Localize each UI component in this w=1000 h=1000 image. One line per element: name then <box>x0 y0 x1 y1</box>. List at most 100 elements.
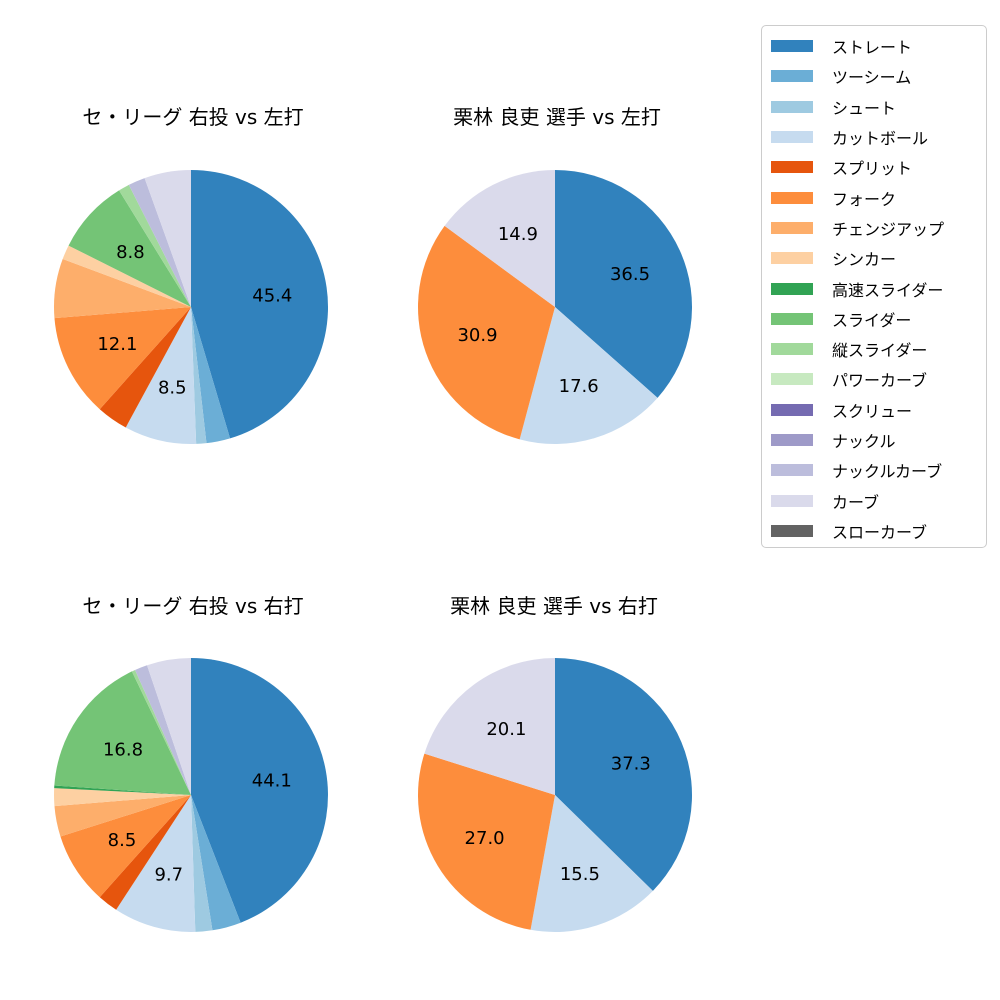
legend-swatch-icon <box>771 191 813 204</box>
legend-swatch-icon <box>771 40 813 53</box>
legend-item: カーブ <box>771 485 986 515</box>
legend-item: スローカーブ <box>771 516 986 546</box>
legend-swatch-icon <box>771 131 813 144</box>
pie-value-label: 16.8 <box>103 739 143 760</box>
pie-slice <box>418 753 555 930</box>
chart-title-ce-league-right-vs-right: セ・リーグ 右投 vs 右打 <box>82 594 304 618</box>
pie-slice <box>131 669 191 795</box>
legend-item: シンカー <box>771 243 986 273</box>
legend-swatch-icon <box>771 282 813 295</box>
pie-chart-ce-league-right-vs-left: 45.4 8.5 12.1 8.8 <box>54 170 329 444</box>
legend-item-label: シンカー <box>832 250 897 270</box>
pie-slice <box>135 665 191 795</box>
legend-item-label: カットボール <box>832 129 929 149</box>
pie-value-label: 17.6 <box>559 376 599 397</box>
pie-slice <box>144 170 191 307</box>
pie-chart-ce-league-right-vs-right: 44.1 9.7 8.5 16.8 <box>53 658 328 932</box>
pie-value-label: 30.9 <box>457 325 497 346</box>
pie-value-label: 8.5 <box>108 830 137 851</box>
legend-swatch-icon <box>771 100 813 113</box>
legend-item: カットボール <box>771 122 986 152</box>
legend-swatch-icon <box>771 312 813 325</box>
legend-item: スプリット <box>771 152 986 182</box>
chart-title-kuribayashi-vs-right: 栗林 良吏 選手 vs 右打 <box>450 594 658 618</box>
legend-item: ツーシーム <box>771 61 986 91</box>
legend-item-label: 高速スライダー <box>832 280 944 300</box>
pie-chart-kuribayashi-vs-left: 36.5 17.6 30.9 14.9 <box>418 170 693 445</box>
legend-swatch-icon <box>771 403 813 416</box>
pie-slice <box>53 788 191 807</box>
legend-item: ナックルカーブ <box>771 455 986 485</box>
pie-value-label: 27.0 <box>465 828 505 849</box>
pie-slice <box>54 258 191 319</box>
pie-slice <box>444 170 555 307</box>
legend-item-label: シュート <box>832 98 897 118</box>
pie-slice <box>555 658 693 891</box>
pie-slice <box>147 658 191 795</box>
legend-item-label: フォーク <box>832 189 897 209</box>
legend-item-label: パワーカーブ <box>832 371 928 391</box>
legend-item-label: スローカーブ <box>832 522 928 542</box>
chart-title-kuribayashi-vs-left: 栗林 良吏 選手 vs 左打 <box>453 105 661 129</box>
pie-slice <box>54 307 192 410</box>
pie-slice <box>116 795 196 932</box>
pie-value-label: 8.8 <box>116 242 145 263</box>
pie-slice <box>54 671 191 795</box>
pie-slice <box>54 795 192 837</box>
legend-item: パワーカーブ <box>771 364 986 394</box>
pie-chart-kuribayashi-vs-right: 37.3 15.5 27.0 20.1 <box>418 658 693 932</box>
legend-item: 高速スライダー <box>771 273 986 303</box>
pie-slice <box>62 245 191 307</box>
pie-value-label: 37.3 <box>611 754 651 775</box>
pie-slice <box>128 178 191 307</box>
pitch-type-legend: ストレート ツーシーム シュート カットボール スプリット フォーク チェンジアップ シンカー… <box>761 25 987 548</box>
pie-slice <box>418 225 555 440</box>
pie-slice <box>191 170 329 439</box>
pie-slice <box>191 307 207 444</box>
pie-value-label: 45.4 <box>252 286 292 307</box>
legend-swatch-icon <box>771 373 813 386</box>
pie-slice <box>54 785 191 795</box>
pie-slice <box>191 658 328 923</box>
legend-item-label: スプリット <box>832 159 913 179</box>
legend-swatch-icon <box>771 252 813 265</box>
legend-item-label: ナックルカーブ <box>832 462 943 482</box>
legend-item: ナックル <box>771 425 986 455</box>
pie-slice <box>99 307 191 428</box>
legend-item: スクリュー <box>771 395 986 425</box>
pie-slice <box>191 307 231 444</box>
pie-slice <box>119 184 191 307</box>
legend-item-label: 縦スライダー <box>832 341 928 361</box>
legend-item-label: スクリュー <box>832 401 913 421</box>
legend-item-label: スライダー <box>832 310 912 330</box>
legend-swatch-icon <box>771 464 813 477</box>
legend-item-label: ツーシーム <box>832 68 912 88</box>
pie-slice <box>191 795 241 931</box>
pie-value-label: 14.9 <box>498 224 538 245</box>
legend-swatch-icon <box>771 343 813 356</box>
legend-item: シュート <box>771 92 986 122</box>
legend-item: フォーク <box>771 182 986 212</box>
pie-slice <box>530 795 653 932</box>
legend-swatch-icon <box>771 524 813 537</box>
legend-item-label: カーブ <box>832 492 880 512</box>
pie-slice <box>519 307 658 445</box>
pie-slice <box>60 795 191 898</box>
pie-value-label: 15.5 <box>560 864 600 885</box>
pie-slice <box>68 190 191 307</box>
legend-swatch-icon <box>771 434 813 446</box>
pie-slice <box>424 658 555 795</box>
pie-slice <box>99 795 191 910</box>
chart-title-ce-league-right-vs-left: セ・リーグ 右投 vs 左打 <box>82 105 304 129</box>
legend-swatch-icon <box>771 221 813 234</box>
pie-slice <box>125 307 197 444</box>
legend-item-label: ナックル <box>832 432 896 451</box>
pie-value-label: 20.1 <box>486 719 526 740</box>
legend-item: スライダー <box>771 304 986 334</box>
pie-value-label: 44.1 <box>252 770 292 791</box>
legend-swatch-icon <box>771 494 813 507</box>
legend-item-label: ストレート <box>832 38 913 58</box>
legend-item: ストレート <box>771 31 986 61</box>
pie-slice <box>555 170 693 398</box>
